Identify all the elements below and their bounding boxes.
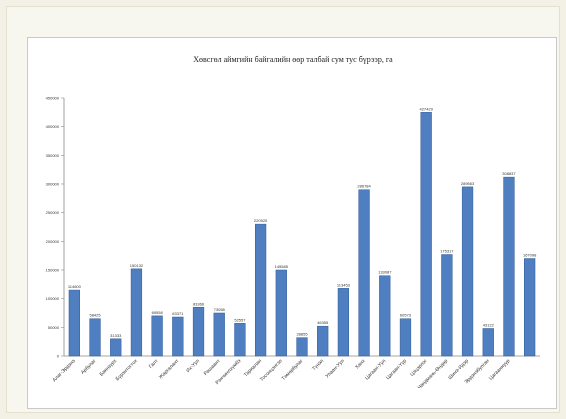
data-label: 58425 xyxy=(89,313,101,318)
bar xyxy=(89,318,101,357)
value-labels-group: 114600 58425 31333 150132 69558 63371 83366 730… xyxy=(68,106,537,337)
data-label: 73058 xyxy=(214,307,226,312)
category-label: Түнэл xyxy=(311,358,325,372)
data-label: 60573 xyxy=(400,313,412,318)
bar xyxy=(234,323,246,357)
data-label: 43122 xyxy=(483,322,495,327)
category-label: Цагаан-Үүр xyxy=(385,358,408,381)
y-tick-label: 150000 xyxy=(46,268,60,273)
data-label: 114600 xyxy=(68,284,82,289)
bar xyxy=(441,254,453,357)
bar xyxy=(213,312,225,357)
y-axis-ticks: 0 50000 100000 150000 200000 250000 300000 3500… xyxy=(46,96,64,359)
data-label: 150132 xyxy=(130,263,144,268)
y-tick-label: 200000 xyxy=(46,239,60,244)
y-tick-label: 450000 xyxy=(46,96,60,101)
category-label: Цэцэрлэг xyxy=(409,358,429,378)
data-label: 145585 xyxy=(275,264,289,269)
data-label: 69558 xyxy=(152,310,164,315)
y-tick-label: 50000 xyxy=(48,325,60,330)
y-tick-label: 100000 xyxy=(46,296,60,301)
bar xyxy=(296,337,308,357)
bar xyxy=(68,289,80,357)
data-label: 28855 xyxy=(296,332,308,337)
bar xyxy=(317,325,329,357)
category-label: Тосонцэнгэл xyxy=(259,358,284,383)
category-label: Тариалан xyxy=(243,358,263,378)
category-label: Арбулаг xyxy=(80,358,98,376)
bars-group xyxy=(68,112,536,357)
category-label: Цагааннуур xyxy=(488,358,512,382)
data-label: 83366 xyxy=(193,301,205,306)
bar-chart: Хөвсгөл аймгийн байгалийн өөр талбай сум… xyxy=(46,55,540,391)
chart-title: Хөвсгөл аймгийн байгалийн өөр талбай сум… xyxy=(193,55,393,64)
bar xyxy=(482,328,494,357)
bar xyxy=(130,268,143,357)
chart-frame: Хөвсгөл аймгийн байгалийн өөр талбай сум… xyxy=(27,37,557,409)
category-label: Галт xyxy=(148,358,160,370)
category-label: Их-Уул xyxy=(185,358,201,374)
data-label: 427429 xyxy=(419,106,433,111)
data-label: 308837 xyxy=(502,171,516,176)
data-label: 133087 xyxy=(378,270,392,275)
bar xyxy=(192,307,205,357)
bar xyxy=(503,176,515,357)
y-tick-label: 0 xyxy=(57,354,60,359)
bar xyxy=(524,258,536,357)
bar xyxy=(461,186,474,357)
y-tick-label: 300000 xyxy=(46,182,60,187)
category-label: Алаг-Эрдэнэ xyxy=(52,358,78,384)
slide-background: Хөвсгөл аймгийн байгалийн өөр талбай сум… xyxy=(6,6,560,413)
bar xyxy=(275,269,287,357)
data-label: 286784 xyxy=(357,184,371,189)
bar xyxy=(358,189,370,357)
category-label: Улаан-Уул xyxy=(324,358,345,379)
bar xyxy=(337,288,350,357)
category-label: Цагаан-Уул xyxy=(364,358,387,381)
bar xyxy=(379,275,391,357)
category-label: Бүрэнтогтох xyxy=(115,358,140,383)
bar xyxy=(151,315,163,357)
y-tick-label: 350000 xyxy=(46,153,60,158)
category-label: Жаргалант xyxy=(158,358,181,381)
data-label: 289563 xyxy=(461,181,475,186)
category-label: Төмөрбулаг xyxy=(281,358,305,382)
y-tick-label: 400000 xyxy=(46,124,60,129)
category-label: Рашаант xyxy=(203,358,222,377)
data-label: 52557 xyxy=(234,317,246,322)
category-label: Баянзүрх xyxy=(99,358,119,378)
data-label: 31333 xyxy=(110,333,122,338)
data-label: 46355 xyxy=(317,320,329,325)
y-tick-label: 250000 xyxy=(46,210,60,215)
data-label: 220520 xyxy=(254,218,268,223)
bar xyxy=(172,316,184,357)
data-label: 175317 xyxy=(440,249,454,254)
bar xyxy=(399,318,412,357)
data-label: 167098 xyxy=(523,253,537,258)
data-label: 113453 xyxy=(337,282,351,287)
bar xyxy=(420,112,432,357)
bar xyxy=(254,223,267,357)
data-label: 63371 xyxy=(172,311,184,316)
category-label: Ханх xyxy=(354,358,367,371)
bar xyxy=(110,338,122,357)
